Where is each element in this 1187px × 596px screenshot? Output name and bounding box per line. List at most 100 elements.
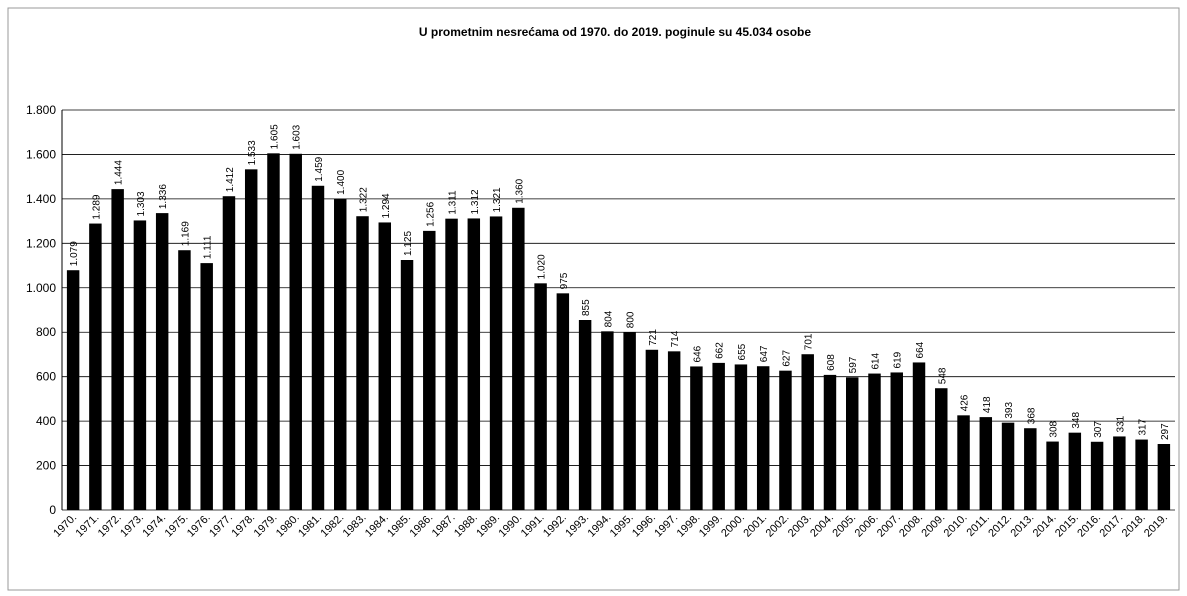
value-label: 1.605 [269, 124, 280, 149]
value-label: 1.125 [403, 231, 414, 256]
value-label: 608 [826, 354, 837, 371]
value-label: 701 [804, 333, 815, 350]
bar [133, 220, 147, 510]
bar [334, 198, 347, 510]
value-label: 1.459 [314, 156, 325, 181]
value-label: 647 [759, 345, 770, 362]
value-label: 1.603 [292, 124, 303, 149]
value-label: 1.312 [470, 189, 481, 214]
bar [400, 260, 414, 510]
value-label: 721 [648, 329, 659, 346]
bar [1024, 428, 1037, 510]
y-tick-label: 0 [49, 503, 56, 517]
bar [868, 373, 881, 510]
value-label: 368 [1026, 407, 1037, 424]
y-tick-label: 1.400 [26, 192, 56, 206]
bar [178, 250, 191, 510]
bar [1135, 439, 1148, 510]
value-label: 1.400 [336, 169, 347, 194]
bar [1001, 422, 1015, 510]
bar [200, 263, 213, 510]
value-label: 1.111 [203, 235, 214, 259]
bar [1046, 441, 1059, 510]
value-label: 348 [1071, 412, 1082, 429]
bar [578, 320, 592, 510]
value-label: 1.256 [425, 201, 436, 226]
value-label: 1.079 [69, 241, 80, 266]
bar [1113, 436, 1126, 510]
bar [311, 185, 325, 510]
bar [601, 331, 614, 510]
bar [890, 372, 903, 510]
value-label: 664 [915, 341, 926, 358]
bar [756, 366, 770, 510]
bar [244, 169, 258, 511]
value-label: 646 [692, 345, 703, 362]
value-label: 1.289 [91, 194, 102, 219]
bar [467, 218, 481, 510]
value-label: 1.360 [514, 178, 525, 203]
bar [734, 364, 748, 510]
bar [645, 349, 659, 510]
value-label: 393 [1004, 402, 1015, 419]
bar [222, 196, 236, 510]
bar [957, 415, 970, 510]
value-label: 855 [581, 299, 592, 316]
value-label: 1.533 [247, 140, 258, 165]
bar [1157, 444, 1171, 510]
value-label: 1.412 [225, 167, 236, 192]
bar [423, 230, 436, 510]
bar [356, 216, 369, 510]
y-tick-label: 600 [36, 370, 56, 384]
y-tick-label: 1.600 [26, 147, 56, 161]
bar [845, 377, 859, 510]
value-label: 714 [670, 330, 681, 347]
bar [1068, 432, 1082, 510]
bar [111, 189, 124, 510]
y-tick-label: 200 [36, 459, 56, 473]
bar [779, 370, 792, 510]
bar [1090, 441, 1104, 510]
value-label: 614 [870, 352, 881, 369]
bar [912, 362, 926, 510]
bar [823, 374, 837, 510]
value-label: 1.294 [381, 193, 392, 218]
bar [378, 222, 392, 510]
value-label: 426 [960, 394, 971, 411]
value-label: 975 [559, 272, 570, 289]
chart-title: U prometnim nesrećama od 1970. do 2019. … [419, 25, 811, 39]
bar [445, 218, 458, 510]
bar [267, 153, 280, 511]
bar [512, 207, 525, 510]
bar [534, 283, 547, 510]
bar [89, 223, 102, 511]
value-label: 307 [1093, 421, 1104, 438]
value-label: 804 [603, 310, 614, 327]
bar [712, 362, 725, 510]
y-tick-label: 1.800 [26, 103, 56, 117]
value-label: 308 [1049, 420, 1060, 437]
value-label: 1.444 [114, 160, 125, 185]
bar [801, 354, 814, 510]
bar [690, 366, 703, 510]
value-label: 1.311 [448, 190, 459, 215]
value-label: 627 [781, 350, 792, 367]
value-label: 317 [1138, 418, 1149, 435]
value-label: 619 [893, 351, 904, 368]
y-tick-label: 400 [36, 414, 56, 428]
bar [935, 388, 948, 510]
value-label: 297 [1160, 423, 1171, 440]
bar [489, 216, 503, 510]
y-tick-label: 1.200 [26, 236, 56, 250]
value-label: 1.322 [359, 187, 370, 212]
value-label: 1.303 [136, 191, 147, 216]
value-label: 331 [1115, 415, 1126, 432]
bar [556, 293, 570, 510]
bar [667, 351, 681, 510]
value-label: 800 [626, 311, 637, 328]
bar [155, 213, 169, 510]
value-label: 548 [937, 367, 948, 384]
value-label: 597 [848, 356, 859, 373]
value-label: 1.336 [158, 184, 169, 209]
